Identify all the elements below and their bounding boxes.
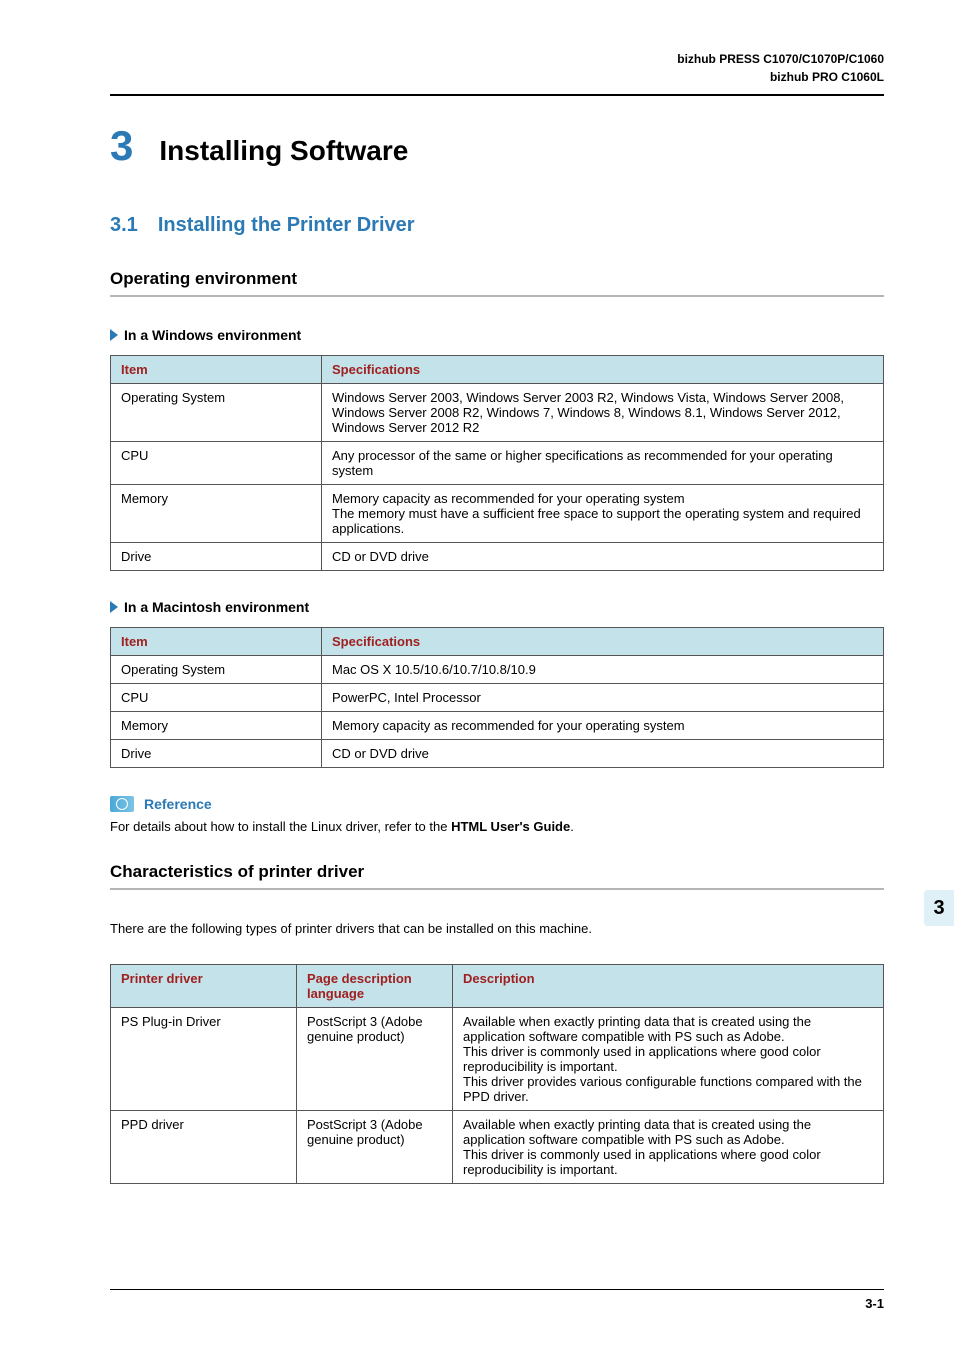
- cell-driver: PPD driver: [111, 1111, 297, 1184]
- reference-block: Reference: [110, 796, 884, 812]
- header-product-line-1: bizhub PRESS C1070/C1070P/C1060: [677, 50, 884, 68]
- cell-item: CPU: [111, 684, 322, 712]
- cell-spec: CD or DVD drive: [322, 543, 884, 571]
- table-row: Drive CD or DVD drive: [111, 740, 884, 768]
- characteristics-intro: There are the following types of printer…: [110, 920, 884, 938]
- table-row: Memory Memory capacity as recommended fo…: [111, 485, 884, 543]
- table-row: Drive CD or DVD drive: [111, 543, 884, 571]
- table-header-lang: Page description language: [297, 965, 453, 1008]
- cell-item: Operating System: [111, 656, 322, 684]
- section-heading: 3.1 Installing the Printer Driver: [110, 214, 884, 237]
- table-row: Memory Memory capacity as recommended fo…: [111, 712, 884, 740]
- table-row: Operating System Windows Server 2003, Wi…: [111, 384, 884, 442]
- reference-text-bold: HTML User's Guide: [451, 819, 570, 834]
- mac-env-label: In a Macintosh environment: [110, 599, 884, 615]
- reference-icon: [110, 796, 134, 812]
- mac-env-text: In a Macintosh environment: [124, 599, 309, 615]
- triangle-icon: [110, 601, 118, 613]
- cell-item: CPU: [111, 442, 322, 485]
- cell-item: Drive: [111, 543, 322, 571]
- section-title-text: Installing the Printer Driver: [158, 214, 415, 237]
- characteristics-rule: [110, 888, 884, 890]
- table-header-desc: Description: [453, 965, 884, 1008]
- table-row: Operating System Mac OS X 10.5/10.6/10.7…: [111, 656, 884, 684]
- driver-table: Printer driver Page description language…: [110, 964, 884, 1184]
- page-footer: 3-1: [110, 1281, 884, 1311]
- operating-environment-heading: Operating environment: [110, 269, 884, 289]
- header-product-line-2: bizhub PRO C1060L: [770, 68, 884, 86]
- table-header-item: Item: [111, 356, 322, 384]
- cell-spec: Memory capacity as recommended for your …: [322, 712, 884, 740]
- reference-label: Reference: [144, 796, 212, 812]
- cell-item: Memory: [111, 712, 322, 740]
- table-row: CPU Any processor of the same or higher …: [111, 442, 884, 485]
- page-number: 3-1: [110, 1296, 884, 1311]
- chapter-title-text: Installing Software: [159, 135, 408, 167]
- chapter-number: 3: [110, 122, 133, 170]
- table-row: CPU PowerPC, Intel Processor: [111, 684, 884, 712]
- characteristics-heading: Characteristics of printer driver: [110, 862, 884, 882]
- cell-lang: PostScript 3 (Adobe genuine product): [297, 1111, 453, 1184]
- page-header: bizhub PRESS C1070/C1070P/C1060 bizhub P…: [110, 50, 884, 86]
- cell-desc: Available when exactly printing data tha…: [453, 1111, 884, 1184]
- table-header-driver: Printer driver: [111, 965, 297, 1008]
- cell-driver: PS Plug-in Driver: [111, 1008, 297, 1111]
- cell-spec: PowerPC, Intel Processor: [322, 684, 884, 712]
- windows-env-text: In a Windows environment: [124, 327, 301, 343]
- table-header-item: Item: [111, 628, 322, 656]
- table-header-spec: Specifications: [322, 628, 884, 656]
- table-row: PPD driver PostScript 3 (Adobe genuine p…: [111, 1111, 884, 1184]
- section-number: 3.1: [110, 214, 138, 237]
- operating-environment-rule: [110, 295, 884, 297]
- cell-spec: CD or DVD drive: [322, 740, 884, 768]
- chapter-side-tab: 3: [924, 890, 954, 926]
- table-header-spec: Specifications: [322, 356, 884, 384]
- cell-spec: Windows Server 2003, Windows Server 2003…: [322, 384, 884, 442]
- table-row: PS Plug-in Driver PostScript 3 (Adobe ge…: [111, 1008, 884, 1111]
- cell-item: Memory: [111, 485, 322, 543]
- cell-lang: PostScript 3 (Adobe genuine product): [297, 1008, 453, 1111]
- cell-desc: Available when exactly printing data tha…: [453, 1008, 884, 1111]
- header-rule: [110, 94, 884, 96]
- reference-text-prefix: For details about how to install the Lin…: [110, 819, 451, 834]
- mac-spec-table: Item Specifications Operating System Mac…: [110, 627, 884, 768]
- reference-text: For details about how to install the Lin…: [110, 818, 884, 836]
- chapter-tab-number: 3: [933, 897, 944, 920]
- reference-text-suffix: .: [570, 819, 574, 834]
- cell-spec: Any processor of the same or higher spec…: [322, 442, 884, 485]
- windows-env-label: In a Windows environment: [110, 327, 884, 343]
- cell-item: Drive: [111, 740, 322, 768]
- cell-item: Operating System: [111, 384, 322, 442]
- chapter-heading: 3 Installing Software: [110, 122, 884, 170]
- footer-rule: [110, 1289, 884, 1290]
- windows-spec-table: Item Specifications Operating System Win…: [110, 355, 884, 571]
- cell-spec: Mac OS X 10.5/10.6/10.7/10.8/10.9: [322, 656, 884, 684]
- cell-spec: Memory capacity as recommended for your …: [322, 485, 884, 543]
- triangle-icon: [110, 329, 118, 341]
